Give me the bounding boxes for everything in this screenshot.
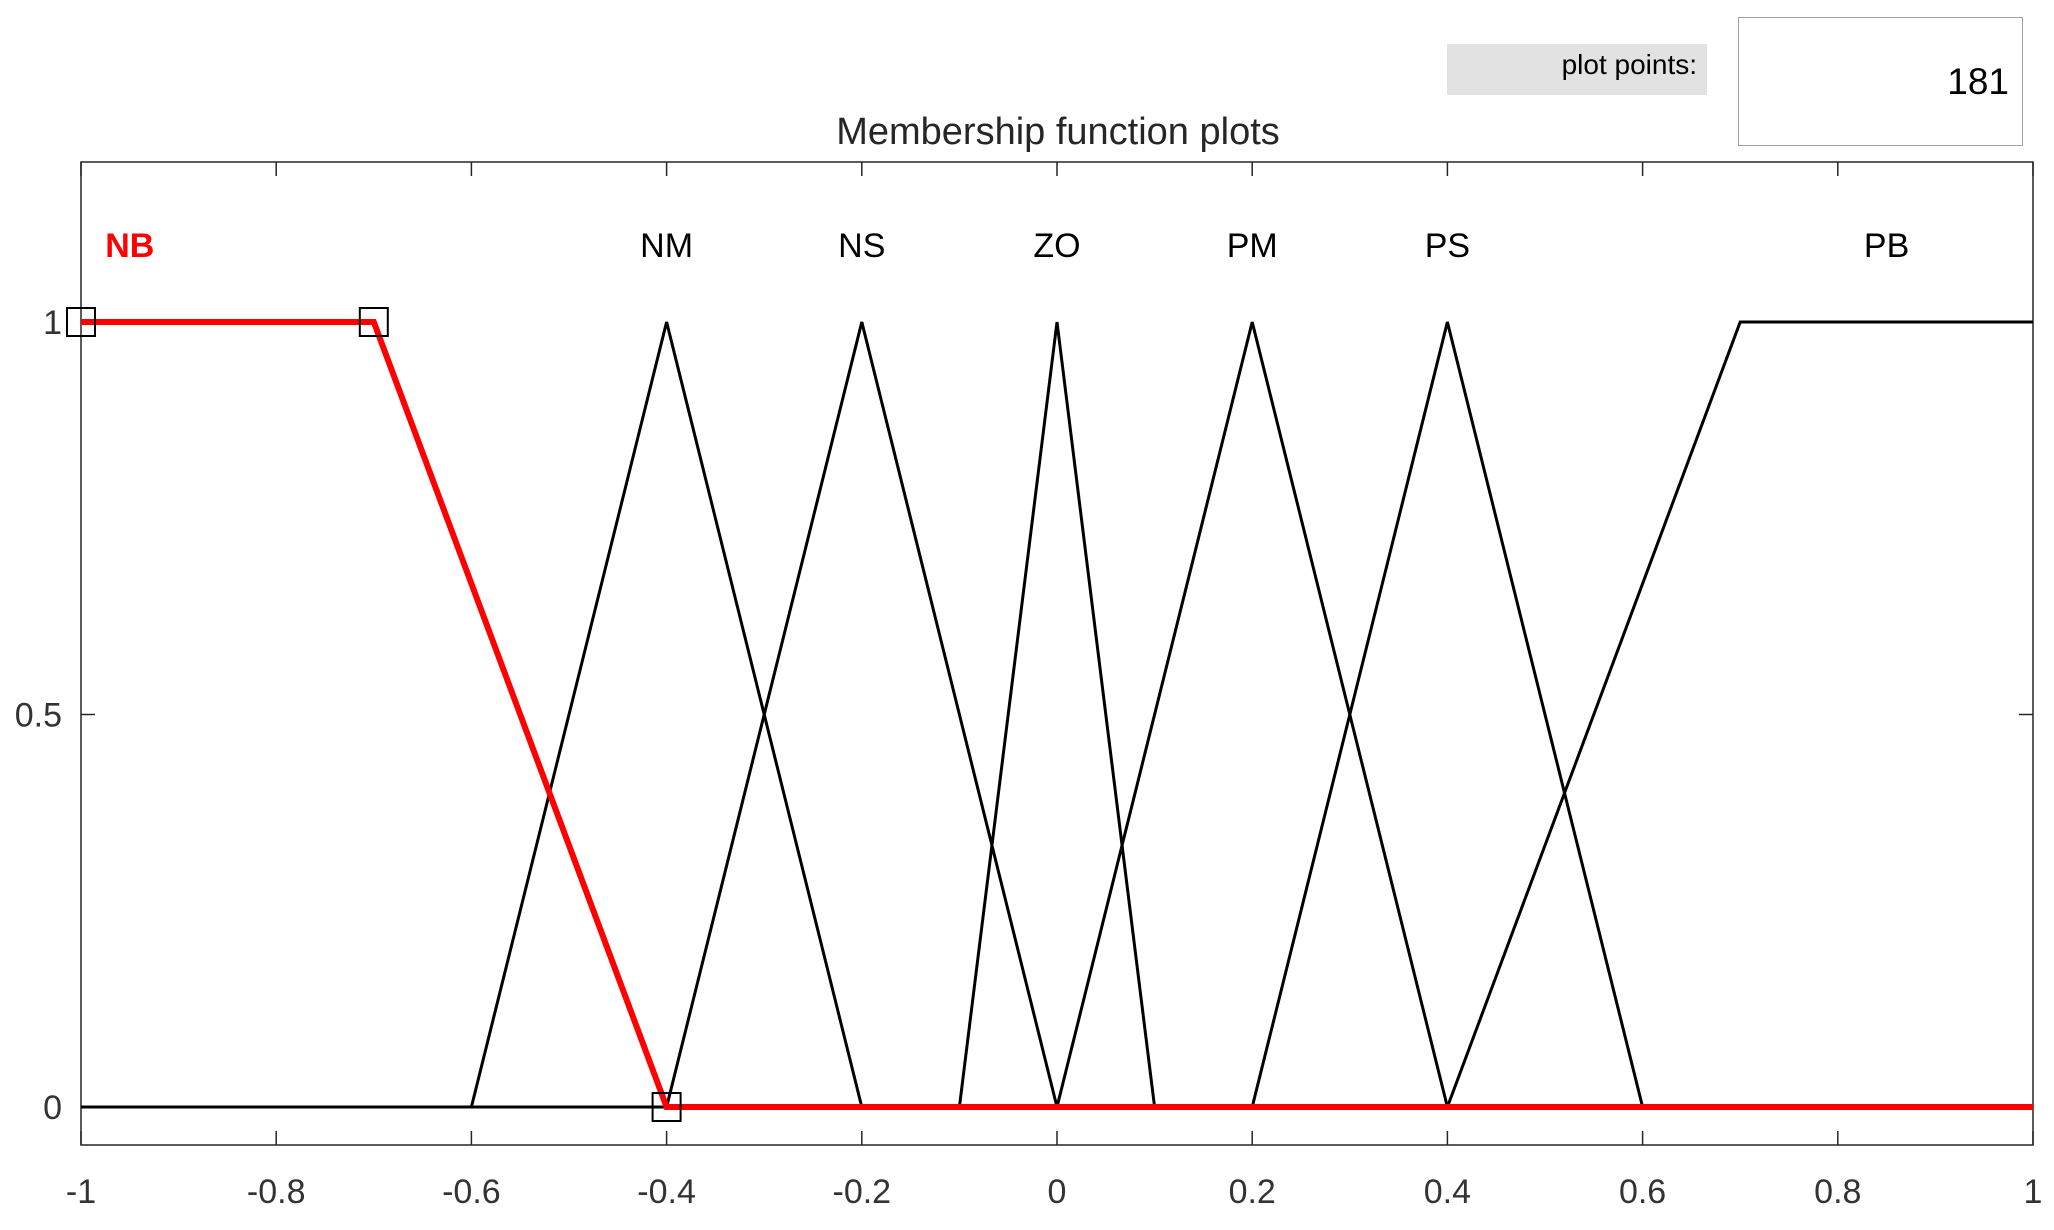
axes-frame bbox=[80, 161, 2034, 1146]
x-tick-label: -0.4 bbox=[637, 1173, 696, 1211]
x-tick-label: 0.6 bbox=[1619, 1173, 1666, 1211]
y-tick-label: 0 bbox=[43, 1089, 62, 1127]
y-tick-label: 1 bbox=[43, 304, 62, 342]
plot-points-label: plot points: bbox=[1447, 44, 1707, 95]
mf-label-zo: ZO bbox=[1033, 227, 1080, 265]
mf-curve-nb bbox=[81, 319, 2033, 1110]
mf-labels: NM NS ZO PM PS PB NB bbox=[105, 227, 1909, 265]
plot-title: Membership function plots bbox=[836, 111, 1280, 153]
mf-label-nb: NB bbox=[105, 227, 154, 265]
x-tick-label: 0.2 bbox=[1229, 1173, 1276, 1211]
plot-points-input[interactable] bbox=[1738, 17, 2023, 146]
mf-vertex-handle bbox=[66, 307, 96, 337]
x-tick-label: -1 bbox=[66, 1173, 96, 1211]
mf-vertex-handle bbox=[651, 1092, 682, 1122]
mf-label-nm: NM bbox=[640, 227, 693, 265]
x-tick-label: -0.6 bbox=[442, 1173, 501, 1211]
x-tick-label: 0 bbox=[1048, 1173, 1067, 1211]
axis-ticks: -1 -0.8 -0.6 -0.4 -0.2 0 0.2 0.4 0.6 0.8 1 0 0.5 1 bbox=[15, 162, 2043, 1211]
y-tick-label: 0.5 bbox=[15, 697, 62, 735]
mf-label-ps: PS bbox=[1425, 227, 1470, 265]
mf-vertex-handle bbox=[358, 307, 389, 337]
x-tick-label: 0.8 bbox=[1814, 1173, 1861, 1211]
mf-label-pb: PB bbox=[1864, 227, 1909, 265]
x-tick-label: 0.4 bbox=[1424, 1173, 1471, 1211]
mf-handles bbox=[66, 307, 682, 1122]
mf-label-ns: NS bbox=[838, 227, 885, 265]
x-tick-label: 1 bbox=[2024, 1173, 2043, 1211]
x-tick-label: -0.8 bbox=[247, 1173, 306, 1211]
mf-label-pm: PM bbox=[1227, 227, 1278, 265]
x-tick-label: -0.2 bbox=[833, 1173, 892, 1211]
mf-curves bbox=[81, 319, 2033, 1110]
